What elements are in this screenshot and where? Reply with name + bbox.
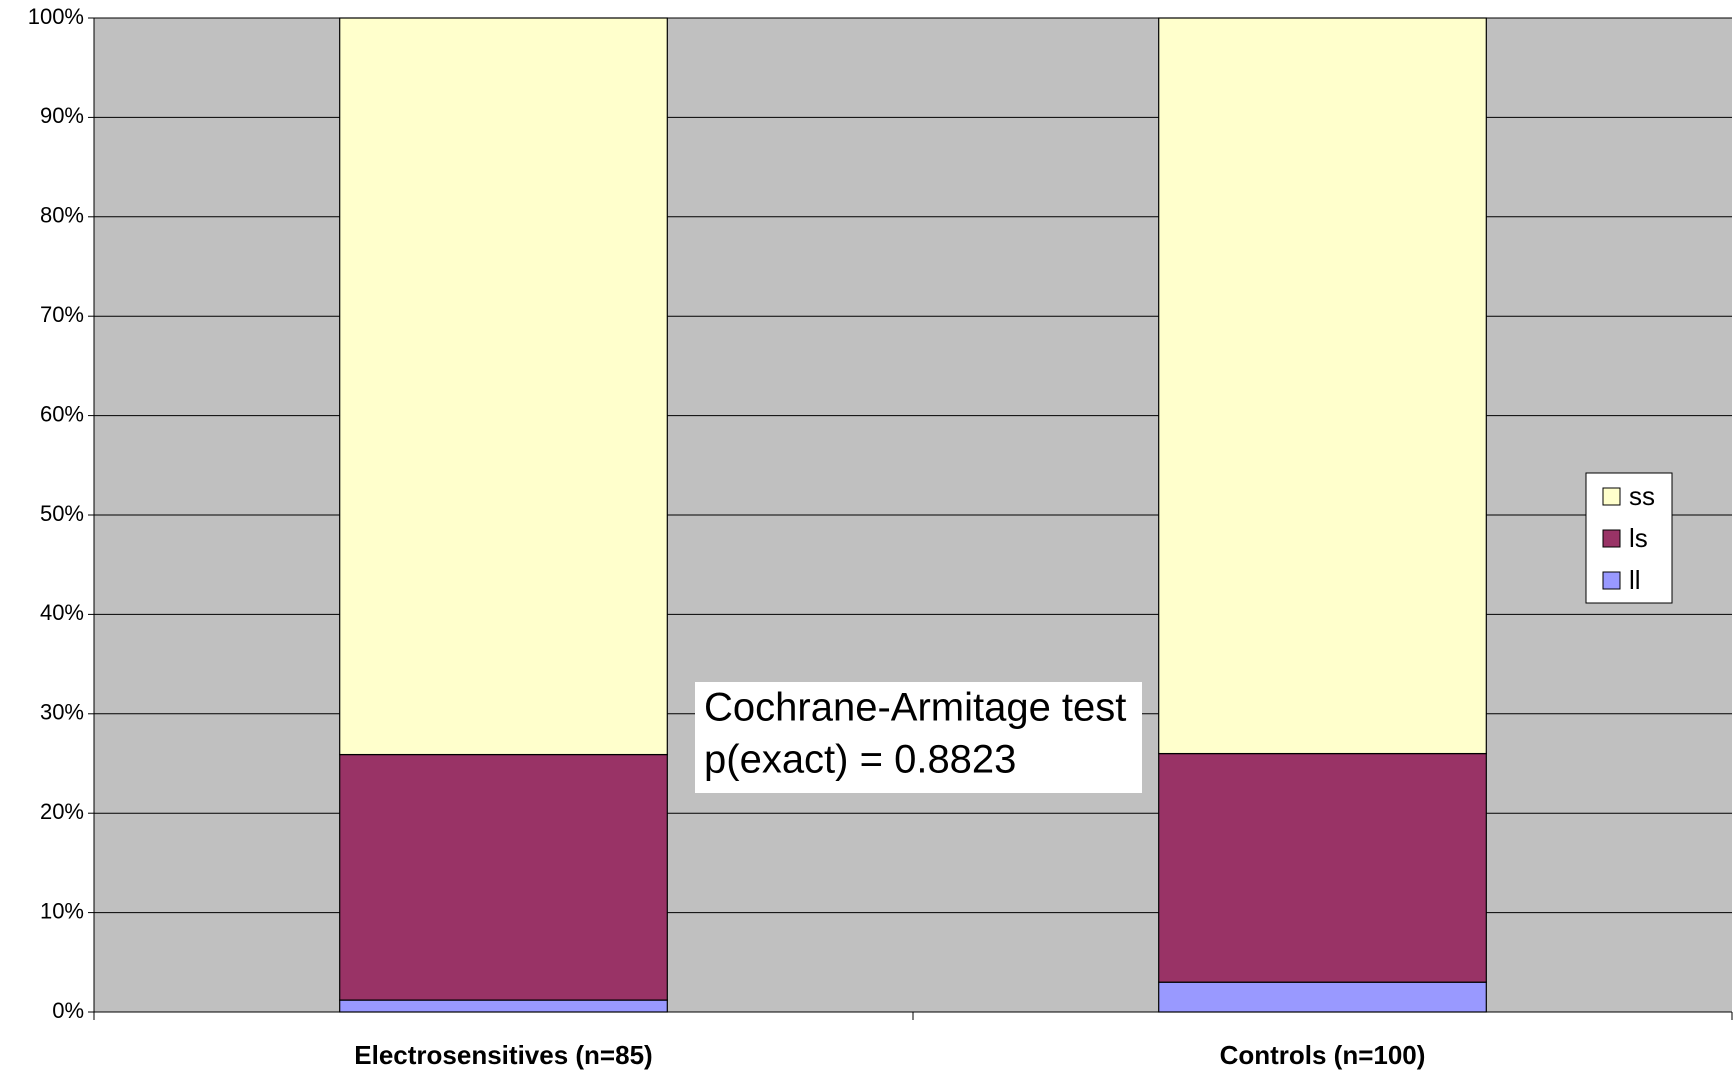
bar-segment: [339, 753, 668, 1001]
legend-swatch: [1602, 529, 1621, 548]
y-tick-label: 10%: [40, 898, 84, 923]
legend-box: [1585, 472, 1673, 604]
y-tick-label: 100%: [28, 4, 84, 29]
y-tick-label: 0%: [52, 998, 84, 1023]
y-tick-label: 50%: [40, 501, 84, 526]
legend-label: ss: [1629, 481, 1655, 511]
bar-segment: [1158, 752, 1487, 983]
legend-label: ls: [1629, 523, 1648, 553]
y-tick-label: 20%: [40, 799, 84, 824]
x-tick-label: Electrosensitives (n=85): [354, 1040, 652, 1070]
bar-segment: [1158, 981, 1487, 1013]
x-tick-label: Controls (n=100): [1220, 1040, 1426, 1070]
annotation-text: Cochrane-Armitage test: [704, 686, 1126, 730]
legend-swatch: [1602, 487, 1621, 506]
y-tick-label: 70%: [40, 302, 84, 327]
legend-label: ll: [1629, 565, 1641, 595]
annotation-text: p(exact) = 0.8823: [704, 738, 1016, 782]
annotation-box: [695, 682, 1142, 793]
bar-segment: [1158, 17, 1487, 755]
y-tick-label: 60%: [40, 401, 84, 426]
y-tick-label: 90%: [40, 103, 84, 128]
y-tick-label: 80%: [40, 203, 84, 228]
y-tick-label: 40%: [40, 600, 84, 625]
bar-segment: [339, 17, 668, 756]
y-tick-label: 30%: [40, 700, 84, 725]
bar-segment: [339, 999, 668, 1013]
legend-swatch: [1602, 571, 1621, 590]
